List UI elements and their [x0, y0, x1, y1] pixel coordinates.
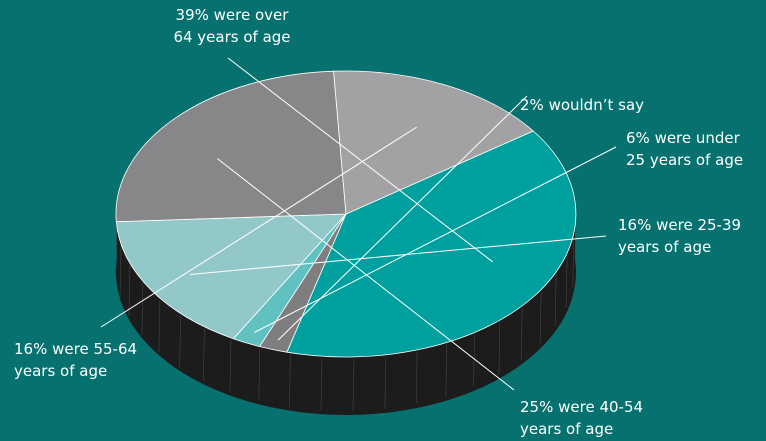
pie-side-fill	[116, 201, 576, 415]
leader-line	[189, 235, 607, 275]
slice-label-line: years of age	[14, 362, 107, 380]
slice-label-line: 25 years of age	[626, 151, 743, 169]
pie-slices	[115, 70, 577, 358]
pie-side-texture	[498, 322, 501, 375]
pie-side-texture	[445, 344, 448, 397]
pie-side-texture	[258, 348, 261, 401]
pie-side-texture	[179, 315, 181, 368]
pie-labels: 39% were over 64 years of age 2% wouldn’t …	[14, 6, 743, 438]
slice-label: 2% wouldn’t say	[520, 96, 644, 114]
pie-side-wall	[115, 201, 576, 415]
pie-slice-over-64	[286, 130, 577, 358]
pie-side-texture	[520, 307, 523, 360]
slice-label-line: 16% were 25-39	[618, 216, 741, 234]
pie-side-texture	[115, 225, 117, 279]
slice-label-line: 39% were over	[176, 6, 290, 24]
leader-line	[100, 126, 417, 328]
slice-label: 25% were 40-54 years of age	[520, 398, 643, 438]
pie-side-texture	[384, 356, 387, 409]
slice-label: 16% were 25-39 years of age	[618, 216, 741, 256]
pie-side-texture	[352, 358, 355, 411]
pie-side-texture	[119, 245, 122, 298]
pie-side-texture	[539, 291, 542, 344]
pie-slice-25-39	[115, 213, 347, 340]
pie-side-texture	[203, 328, 205, 381]
slice-label-line: years of age	[520, 420, 613, 438]
pie-side-texture	[565, 255, 568, 308]
pie-side-texture	[572, 235, 575, 288]
pie-slice-40-54	[115, 70, 347, 223]
slice-label-line: 64 years of age	[173, 28, 290, 46]
leader-line	[253, 146, 617, 333]
leader-line	[217, 158, 515, 391]
pie-side-texture	[141, 283, 144, 336]
pie-side-texture	[158, 300, 161, 353]
slice-label-line: 2% wouldn’t say	[520, 96, 644, 114]
pie-side-texture	[415, 351, 418, 405]
pie-side-texture	[289, 354, 291, 407]
slice-label: 6% were under 25 years of age	[626, 129, 743, 169]
slice-label: 16% were 55-64 years of age	[14, 340, 137, 380]
slice-label-line: 25% were 40-54	[520, 398, 643, 416]
pie-side-texture	[229, 339, 232, 392]
pie-side-texture	[128, 264, 131, 317]
pie-side-texture	[320, 358, 323, 411]
slice-label-line: 16% were 55-64	[14, 340, 137, 358]
pie-side-texture	[473, 334, 475, 387]
slice-label-line: years of age	[618, 238, 711, 256]
slice-label-line: 6% were under	[626, 129, 741, 147]
leader-line	[227, 57, 493, 263]
pie-side-texture	[554, 274, 557, 327]
slice-label: 39% were over 64 years of age	[173, 6, 290, 46]
